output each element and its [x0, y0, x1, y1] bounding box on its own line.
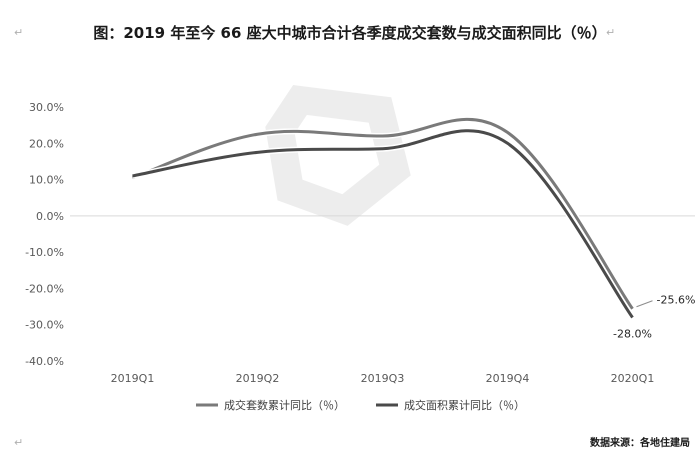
y-tick-label: 10.0%: [29, 174, 64, 187]
watermark-logo: [265, 85, 411, 226]
source-note: 数据来源：各地住建局: [590, 438, 690, 449]
paragraph-mark: ↵: [14, 436, 24, 449]
y-tick-label: 0.0%: [36, 210, 64, 223]
series-line-2: [132, 129, 634, 319]
legend-label: 成交套数累计同比（％）: [224, 398, 345, 412]
x-tick-label: 2019Q3: [361, 372, 405, 385]
y-tick-label: -30.0%: [25, 319, 64, 332]
label-leader-line: [636, 300, 653, 308]
x-tick-label: 2019Q1: [111, 372, 155, 385]
y-tick-label: -10.0%: [25, 246, 64, 259]
y-tick-label: -40.0%: [25, 355, 64, 368]
y-tick-label: 20.0%: [29, 137, 64, 150]
plot-area: 30.0% 20.0% 10.0% 0.0% -10.0% -20.0% -30.0% -40…: [25, 101, 695, 412]
series-line-1: [132, 117, 634, 310]
x-tick-label: 2020Q1: [611, 372, 655, 385]
paragraph-mark: ↵: [14, 26, 24, 39]
chart-title: 图：2019 年至今 66 座大中城市合计各季度成交套数与成交面积同比（％）: [93, 24, 607, 42]
data-label: -28.0%: [613, 327, 652, 340]
y-tick-label: -20.0%: [25, 282, 64, 295]
x-tick-label: 2019Q2: [236, 372, 280, 385]
legend-label: 成交面积累计同比（％）: [404, 398, 525, 412]
y-tick-label: 30.0%: [29, 101, 64, 114]
x-tick-label: 2019Q4: [486, 372, 530, 385]
paragraph-mark: ↵: [606, 26, 616, 39]
data-label: -25.6%: [657, 294, 696, 307]
